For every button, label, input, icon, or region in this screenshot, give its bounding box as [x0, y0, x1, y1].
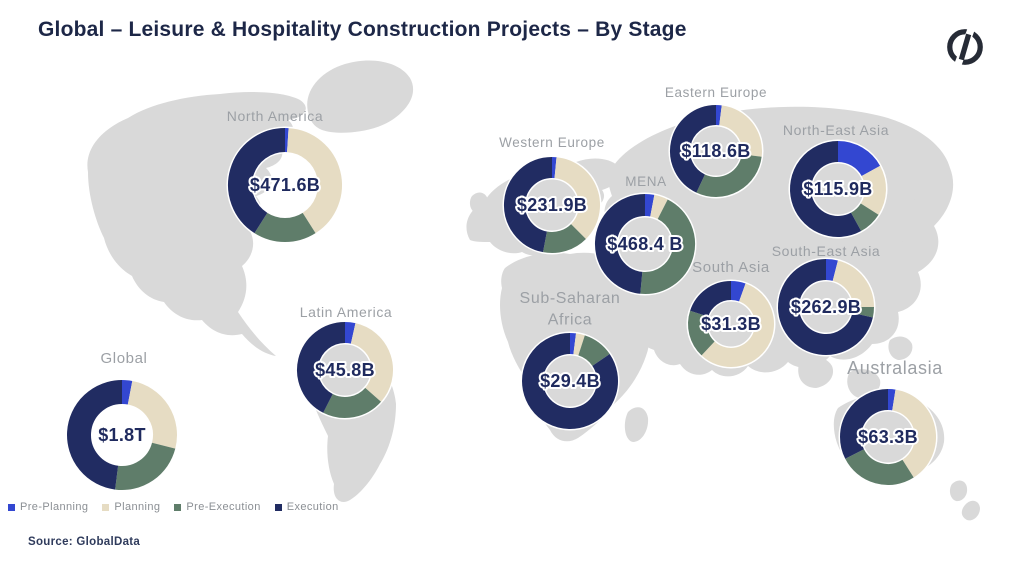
donut-value-north-america: $471.6B — [250, 175, 320, 195]
donut-segment-mena-pre_execution — [640, 199, 695, 294]
legend-swatch-pre_planning — [8, 503, 15, 511]
donut-segment-sub-saharan-africa-pre_execution — [577, 335, 610, 367]
donut-value-south-asia: $31.3B — [701, 314, 761, 334]
donut-north-east-asia: North-East Asia $115.9B — [783, 122, 889, 239]
donut-segment-sub-saharan-africa-planning — [573, 333, 585, 356]
map-madagascar — [624, 407, 649, 442]
donut-segment-western-europe-pre_execution — [543, 223, 586, 253]
donut-segment-south-asia-pre_execution — [688, 310, 716, 356]
donut-segment-south-asia-execution — [690, 281, 732, 318]
donut-segment-north-america-execution — [228, 128, 286, 234]
legend-item-execution: Execution — [274, 501, 339, 513]
donut-segment-north-east-asia-pre_execution — [850, 202, 879, 232]
donut-global: Global $1.8T — [65, 350, 179, 492]
donut-south-east-asia: South-East Asia $262.9B — [772, 243, 881, 357]
map-new-zealand-south — [961, 500, 980, 521]
donut-segment-mena-execution — [594, 194, 646, 294]
donut-segment-mena-pre_planning — [644, 193, 655, 217]
donut-segment-north-east-asia-execution — [790, 141, 862, 237]
donut-segment-south-east-asia-planning — [832, 260, 874, 308]
legend-item-pre_planning: Pre-Planning — [8, 501, 88, 513]
donut-mena: MENA $468.4 B — [593, 174, 697, 296]
donut-segment-south-asia-pre_planning — [730, 281, 746, 302]
legend-label-planning: Planning — [114, 501, 161, 513]
donut-eastern-europe: Eastern Europe $118.6B — [665, 85, 767, 199]
donut-segment-global-execution — [67, 380, 123, 490]
donut-segment-latin-america-planning — [350, 323, 393, 402]
donut-south-asia: South Asia $31.3B — [686, 259, 776, 369]
legend-swatch-pre_execution — [174, 503, 182, 511]
donut-value-north-east-asia: $115.9B — [803, 179, 872, 199]
region-label-latin-america: Latin America — [300, 304, 393, 320]
map-southeast-asia-islands-1 — [798, 356, 834, 388]
donut-segment-south-asia-planning — [701, 283, 774, 367]
region-label-north-east-asia: North-East Asia — [783, 122, 889, 138]
donut-segment-eastern-europe-execution — [670, 105, 717, 193]
page-title: Global – Leisure & Hospitality Construct… — [38, 18, 687, 41]
donut-value-sub-saharan-africa: $29.4B — [540, 371, 600, 391]
donut-value-western-europe: $231.9B — [517, 195, 587, 215]
map-united-kingdom — [469, 192, 489, 214]
donut-segment-north-america-planning — [286, 128, 342, 234]
donut-value-latin-america: $45.8B — [315, 360, 375, 380]
donut-segment-western-europe-planning — [553, 157, 600, 239]
donut-segment-north-america-pre_execution — [254, 212, 316, 242]
donut-value-global: $1.8T — [98, 425, 146, 445]
donut-australasia: Australasia $63.3B — [838, 358, 943, 487]
donut-segment-global-planning — [127, 380, 177, 449]
region-label-south-asia: South Asia — [692, 259, 770, 276]
region-label-north-america: North America — [227, 108, 324, 124]
map-greenland — [307, 60, 414, 133]
donut-segment-global-pre_planning — [121, 379, 133, 405]
donut-western-europe: Western Europe $231.9B — [499, 135, 605, 255]
donut-segment-global-pre_execution — [115, 442, 176, 490]
region-label-eastern-europe: Eastern Europe — [665, 85, 767, 100]
donut-value-south-east-asia: $262.9B — [791, 297, 861, 317]
map-japan — [898, 199, 926, 243]
donut-value-eastern-europe: $118.6B — [681, 141, 750, 161]
donut-sub-saharan-africa: Sub-Saharan Africa $29.4B — [520, 290, 621, 431]
donut-segment-north-east-asia-planning — [860, 165, 886, 215]
legend: Pre-Planning Planning Pre-Execution Executi… — [8, 501, 339, 513]
donut-segment-south-east-asia-execution — [778, 259, 873, 355]
donut-segment-latin-america-execution — [297, 322, 346, 413]
legend-swatch-planning — [102, 503, 110, 511]
donut-segment-south-east-asia-pre_planning — [825, 259, 838, 281]
legend-label-pre_planning: Pre-Planning — [20, 501, 89, 513]
region-label-south-east-asia: South-East Asia — [772, 243, 881, 259]
donut-segment-australasia-planning — [891, 389, 936, 478]
source-note: Source: GlobalData — [28, 536, 141, 548]
donut-segment-mena-planning — [649, 194, 668, 220]
legend-label-execution: Execution — [286, 501, 339, 513]
legend-swatch-execution — [274, 503, 282, 511]
donut-segment-eastern-europe-planning — [718, 105, 762, 157]
donut-value-mena: $468.4 B — [607, 234, 682, 254]
donut-value-australasia: $63.3B — [858, 427, 918, 447]
region-label-mena: MENA — [625, 174, 666, 189]
globaldata-logo — [947, 26, 983, 68]
donut-segment-south-east-asia-pre_execution — [852, 306, 875, 318]
map-southeast-asia-islands-3 — [888, 336, 913, 360]
region-label-australasia: Australasia — [847, 358, 943, 378]
region-label-global: Global — [101, 350, 148, 367]
donut-segment-eastern-europe-pre_execution — [696, 153, 762, 197]
donut-latin-america: Latin America $45.8B — [295, 304, 395, 420]
legend-item-pre_execution: Pre-Execution — [174, 501, 260, 513]
donut-segment-north-east-asia-pre_planning — [837, 141, 881, 177]
donut-segment-australasia-pre_execution — [845, 448, 914, 485]
donut-segment-sub-saharan-africa-execution — [522, 333, 618, 429]
donut-segment-australasia-execution — [840, 389, 889, 459]
region-label-western-europe: Western Europe — [499, 135, 605, 150]
donut-segment-latin-america-pre_execution — [323, 387, 382, 418]
donut-segment-western-europe-execution — [504, 157, 553, 253]
legend-label-pre_execution: Pre-Execution — [186, 501, 261, 513]
donut-segment-latin-america-pre_planning — [344, 321, 356, 344]
region-label-sub-saharan-africa: Sub-Saharan Africa — [520, 290, 621, 329]
donut-north-america: North America $471.6B — [226, 108, 344, 244]
legend-item-planning: Planning — [102, 501, 160, 513]
map-new-zealand-north — [949, 480, 968, 502]
